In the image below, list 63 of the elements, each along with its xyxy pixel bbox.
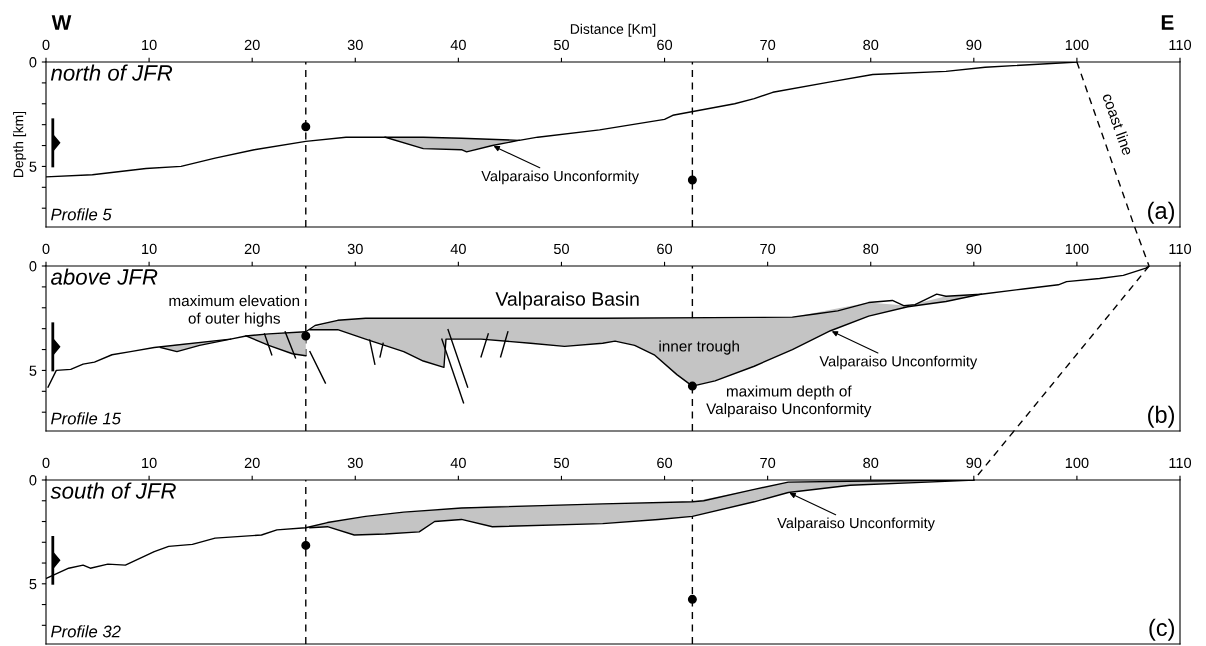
x-tick-label: 90 xyxy=(966,39,982,51)
chart-title: north of JFR xyxy=(50,64,173,81)
x-tick-label: 30 xyxy=(347,39,363,51)
annotation: coast line xyxy=(1102,92,1134,156)
x-tick-label: 90 xyxy=(966,243,982,255)
text: W xyxy=(51,15,72,30)
x-tick-label: 20 xyxy=(244,457,260,469)
x-tick-label: 60 xyxy=(657,457,673,469)
chart-title: south of JFR xyxy=(50,482,176,499)
x-tick-label: 100 xyxy=(1065,457,1089,469)
x-tick-label: 100 xyxy=(1065,39,1089,51)
annotation: Profile 32 xyxy=(51,625,121,638)
annotation: Valparaiso Basin xyxy=(495,291,639,310)
annotation: Profile 5 xyxy=(51,208,112,221)
y-tick-label: 0 xyxy=(29,57,37,68)
x-tick-label: 70 xyxy=(760,39,776,51)
y-tick-label: 5 xyxy=(29,579,37,590)
y-tick-label: 5 xyxy=(29,365,37,376)
x-tick-label: 110 xyxy=(1169,39,1192,51)
text: E xyxy=(1161,15,1174,30)
x-tick-label: 0 xyxy=(42,39,50,51)
x-tick-label: 40 xyxy=(450,39,466,51)
x-tick-label: 30 xyxy=(347,457,363,469)
y-tick-label: 5 xyxy=(29,161,37,172)
x-tick-label: 110 xyxy=(1169,243,1192,255)
annotation: Valparaiso Unconformity xyxy=(819,355,978,370)
x-tick-label: 10 xyxy=(142,39,157,51)
x-tick-label: 30 xyxy=(347,243,363,255)
x-tick-label: 90 xyxy=(966,457,982,469)
x-tick-label: 0 xyxy=(42,457,50,469)
x-tick-label: 50 xyxy=(553,457,569,469)
x-tick-label: 50 xyxy=(553,243,569,255)
x-tick-label: 60 xyxy=(657,39,673,51)
annotation: (c) xyxy=(1149,618,1174,641)
x-tick-label: 110 xyxy=(1169,457,1192,469)
annotation: Profile 15 xyxy=(51,412,121,425)
y-tick-label: 0 xyxy=(29,261,37,272)
x-tick-label: 20 xyxy=(244,243,260,255)
annotation: inner trough xyxy=(659,340,739,355)
x-tick-label: 80 xyxy=(863,243,879,255)
x-tick-label: 40 xyxy=(450,457,466,469)
x-tick-label: 70 xyxy=(760,457,776,469)
y-axis-title: Depth [km] xyxy=(13,111,27,177)
x-tick-label: 10 xyxy=(142,457,157,469)
x-tick-label: 20 xyxy=(244,39,260,51)
x-tick-label: 100 xyxy=(1065,243,1089,255)
annotation: maximum elevation of outer highs xyxy=(169,294,300,327)
annotation: Valparaiso Unconformity xyxy=(481,170,640,185)
x-axis-title: Distance [Km] xyxy=(570,23,656,37)
annotation: (b) xyxy=(1148,405,1174,428)
annotation: (a) xyxy=(1148,201,1174,224)
x-tick-label: 40 xyxy=(450,243,466,255)
x-tick-label: 0 xyxy=(42,243,50,255)
y-tick-label: 0 xyxy=(29,475,37,486)
annotation: Valparaiso Unconformity xyxy=(777,517,935,532)
x-tick-label: 50 xyxy=(553,39,569,51)
x-tick-label: 70 xyxy=(760,243,776,255)
x-tick-label: 80 xyxy=(863,457,879,469)
x-tick-label: 10 xyxy=(142,243,157,255)
annotation: maximum depth of Valparaiso Unconformity xyxy=(706,385,872,418)
x-tick-label: 80 xyxy=(863,39,879,51)
x-tick-label: 60 xyxy=(657,243,673,255)
chart-title: above JFR xyxy=(51,268,158,285)
